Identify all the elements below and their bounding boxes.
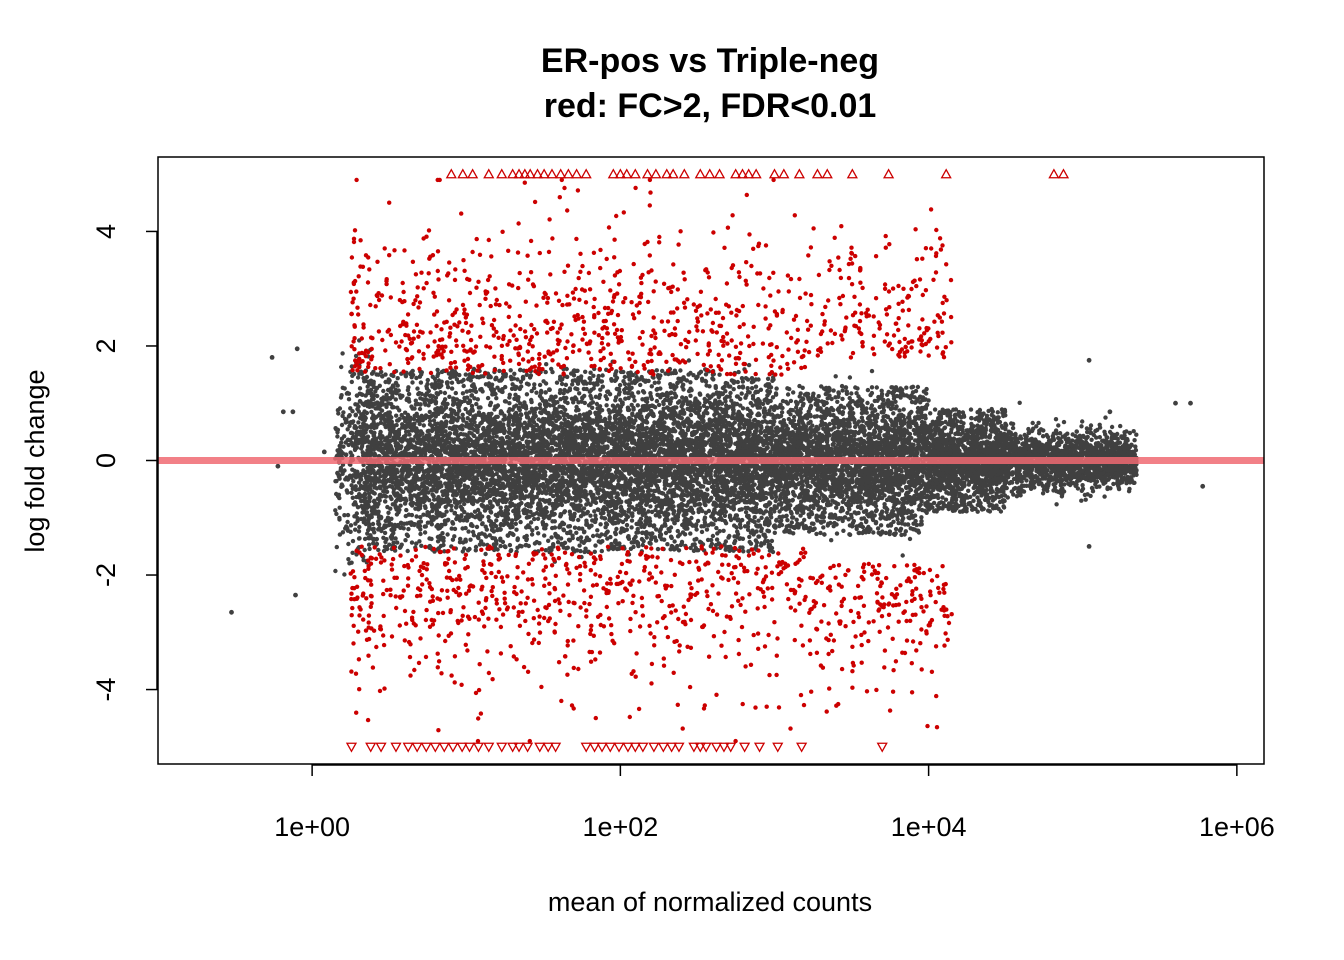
data-point (355, 375, 361, 380)
data-point (342, 572, 347, 577)
data-point (339, 422, 345, 428)
data-point (345, 519, 350, 525)
data-point (549, 535, 554, 540)
data-point (339, 393, 344, 398)
data-point (1053, 417, 1059, 422)
data-point (354, 511, 359, 516)
data-point (348, 523, 354, 528)
data-point (900, 553, 905, 558)
data-point (1109, 424, 1115, 430)
data-point (829, 538, 834, 543)
data-point (554, 447, 559, 452)
data-point (501, 417, 506, 422)
data-point (656, 402, 662, 408)
data-point (1017, 400, 1022, 405)
data-point (1022, 432, 1027, 438)
data-point (785, 392, 791, 397)
data-point (421, 423, 426, 428)
data-point (1082, 492, 1088, 498)
data-point (393, 397, 398, 402)
data-point (335, 434, 340, 439)
data-point (852, 437, 858, 442)
data-point (340, 351, 345, 356)
data-point (594, 401, 600, 407)
data-point (334, 544, 339, 550)
data-point (705, 487, 710, 492)
data-point (1062, 473, 1067, 479)
data-point (350, 431, 355, 436)
data-point (346, 557, 351, 562)
data-point (381, 388, 386, 394)
data-point (1097, 422, 1102, 427)
data-point (1079, 498, 1084, 503)
data-point (1102, 494, 1107, 499)
data-point (350, 550, 355, 555)
data-point (337, 532, 343, 537)
data-point (629, 525, 634, 530)
data-point (427, 409, 432, 415)
data-point (649, 384, 654, 389)
data-point (738, 525, 743, 530)
data-point (691, 510, 696, 515)
data-point (333, 568, 338, 574)
data-point (1093, 428, 1098, 434)
data-point (1094, 484, 1099, 490)
data-point (1018, 434, 1023, 439)
data-point (847, 375, 853, 380)
data-point (535, 516, 541, 521)
chart-subtitle: red: FC>2, FDR<0.01 (544, 87, 877, 125)
data-point (648, 504, 653, 509)
data-point (699, 529, 705, 535)
data-point (1079, 488, 1085, 493)
data-point (1103, 415, 1108, 420)
data-point (1080, 419, 1085, 424)
data-point (337, 505, 342, 510)
data-point (1080, 483, 1085, 488)
chart-title: ER-pos vs Triple-neg (541, 42, 879, 80)
data-point (604, 403, 609, 408)
data-point (350, 538, 356, 544)
data-point (532, 516, 537, 522)
data-point (341, 469, 346, 474)
data-point (833, 472, 838, 477)
data-point (897, 408, 902, 413)
data-point (1036, 420, 1041, 426)
data-point (743, 510, 749, 515)
data-point (1118, 423, 1123, 429)
data-point (544, 362, 549, 367)
data-point (349, 379, 354, 385)
data-point (654, 398, 660, 404)
data-point (513, 521, 518, 526)
data-point (460, 391, 466, 396)
data-point (1034, 424, 1039, 429)
data-point (353, 527, 358, 532)
data-point (746, 362, 752, 368)
data-point (350, 409, 355, 414)
data-point (711, 502, 716, 507)
data-point (404, 507, 409, 513)
data-point (624, 522, 630, 528)
data-point (340, 530, 346, 535)
data-point (932, 407, 938, 412)
data-point (1132, 438, 1137, 443)
data-point (740, 406, 746, 411)
data-point (536, 531, 541, 536)
data-point (394, 413, 399, 418)
data-point (1131, 429, 1136, 434)
data-point (339, 364, 344, 370)
